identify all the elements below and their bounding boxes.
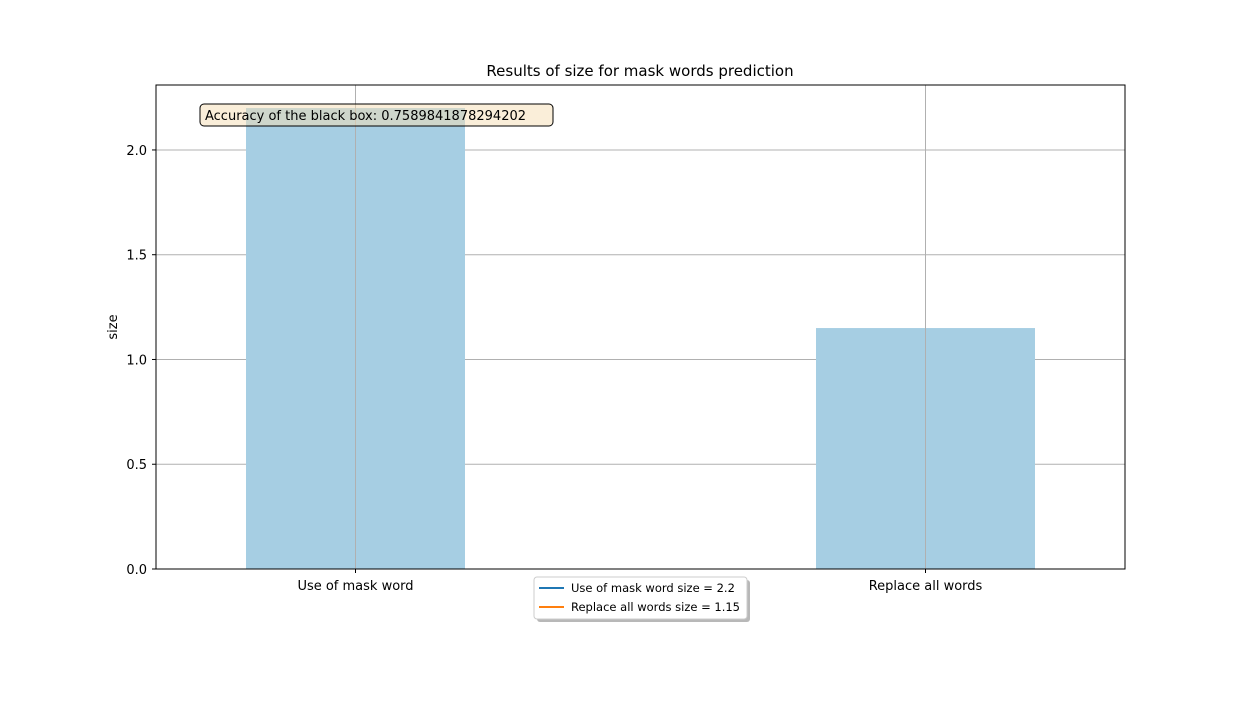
y-tick-label: 2.0 [126, 144, 147, 159]
legend-label: Use of mask word size = 2.2 [571, 581, 735, 595]
accuracy-annotation: Accuracy of the black box: 0.75898418782… [199, 103, 554, 127]
plot-frame [155, 84, 1126, 570]
annotation-text: Accuracy of the black box: 0.75898418782… [205, 109, 526, 124]
annotation-box [199, 103, 554, 127]
legend-box [533, 576, 748, 620]
y-tick-label: 0.0 [126, 563, 147, 578]
x-tick-label: Replace all words [869, 579, 983, 594]
vertical-grid-lines [355, 85, 926, 569]
y-tick-label: 1.5 [126, 249, 147, 264]
chart-title: Results of size for mask words predictio… [486, 62, 793, 80]
y-axis-label: size [106, 314, 121, 339]
y-tick-label: 0.5 [126, 458, 147, 473]
x-axis-ticks: Use of mask word Replace all words [297, 569, 983, 594]
x-tick-label: Use of mask word [297, 579, 413, 594]
legend: Use of mask word size = 2.2 Replace all w… [533, 576, 750, 622]
legend-label: Replace all words size = 1.15 [571, 600, 740, 614]
y-tick-label: 1.0 [126, 353, 147, 368]
y-axis-ticks: 0.0 0.5 1.0 1.5 2.0 [126, 144, 156, 578]
bars [246, 108, 1035, 570]
